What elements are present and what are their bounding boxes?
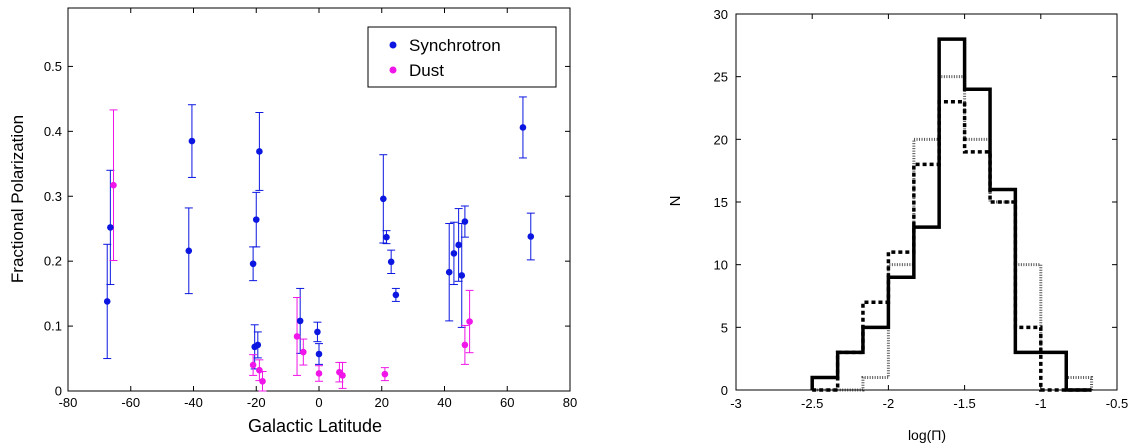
x-tick-label: -40: [184, 395, 203, 410]
synchrotron-point: [107, 224, 114, 231]
scatter-panel: -80 -60 -40 -20 0 20 40 60 80 0 0.1 0.2 0.3 0.4 0.5 Ga…: [8, 7, 577, 436]
x-tick-label: 40: [437, 395, 451, 410]
x-tick-label: -3: [730, 396, 742, 411]
synchrotron-point: [458, 272, 466, 279]
synchrotron-point: [383, 233, 390, 241]
dust-point: [381, 370, 389, 378]
synchrotron-point: [527, 233, 535, 240]
y-tick-label: 0.1: [44, 319, 62, 334]
y-tick-label: 5: [721, 320, 728, 335]
dust-point: [256, 366, 263, 374]
x-tick-label: -60: [121, 395, 140, 410]
synchrotron-point: [249, 260, 257, 268]
legend-label-dust: Dust: [409, 61, 444, 80]
x-tick-label: -1.5: [953, 396, 975, 411]
dust-point: [110, 181, 117, 189]
synchrotron-point: [185, 247, 193, 255]
legend-label-synchrotron: Synchrotron: [409, 36, 501, 55]
synchrotron-point: [296, 317, 304, 325]
synchrotron-point: [256, 148, 263, 155]
x-tick-label: -2: [883, 396, 895, 411]
histogram-dashed-line: [812, 99, 1092, 392]
scatter-x-axis-label: Galactic Latitude: [248, 416, 382, 436]
legend-box: [367, 26, 557, 88]
legend-marker-synchrotron: [389, 41, 397, 49]
histogram-dotted-line: [812, 75, 1094, 392]
histogram-panel: -3 -2.5 -2 -1.5 -1 -0.5 0 5 10 15 20 25 30 log(Π) N: [667, 7, 1128, 443]
y-tick-label: 0: [721, 383, 728, 398]
dust-point: [259, 377, 266, 385]
synchrotron-point: [461, 218, 469, 225]
synchrotron-point: [188, 137, 196, 145]
synchrotron-point: [254, 341, 262, 349]
y-tick-label: 25: [714, 70, 728, 85]
histogram-x-axis-label: log(Π): [908, 427, 946, 443]
dust-point: [461, 341, 469, 349]
y-tick-label: 20: [714, 132, 728, 147]
synchrotron-point: [315, 350, 323, 358]
x-tick-label: -1: [1035, 396, 1047, 411]
y-tick-label: 0.2: [44, 254, 62, 269]
y-tick-label: 0.3: [44, 189, 62, 204]
dust-point: [249, 361, 257, 369]
x-tick-label: -20: [247, 395, 266, 410]
y-tick-label: 0.5: [44, 59, 62, 74]
dust-point: [293, 333, 301, 340]
y-tick-label: 30: [714, 7, 728, 22]
x-tick-label: -0.5: [1106, 396, 1128, 411]
synchrotron-point: [455, 241, 462, 249]
x-tick-label: -80: [59, 395, 78, 410]
dust-point: [339, 372, 346, 379]
synchrotron-point: [380, 195, 387, 203]
scatter-y-axis-label: Fractional Polarization: [8, 115, 27, 283]
histogram-plot-frame: [735, 13, 1118, 391]
synchrotron-point: [252, 216, 260, 223]
y-tick-label: 15: [714, 195, 728, 210]
x-tick-label: 80: [563, 395, 577, 410]
histogram-solid-line: [810, 37, 1092, 392]
synchrotron-point: [450, 250, 458, 257]
synchrotron-point: [445, 268, 453, 276]
legend-marker-dust: [389, 66, 397, 74]
dust-point: [466, 318, 473, 325]
synchrotron-point: [103, 298, 111, 305]
x-tick-label: -2.5: [801, 396, 823, 411]
scatter-legend: Synchrotron Dust: [367, 26, 557, 88]
x-tick-label: 20: [375, 395, 389, 410]
dust-point: [315, 370, 323, 377]
synchrotron-point: [519, 124, 527, 131]
x-tick-label: 60: [500, 395, 514, 410]
histogram-y-axis-label: N: [667, 196, 684, 207]
x-tick-label: 0: [315, 395, 322, 410]
y-tick-label: 0: [55, 384, 62, 399]
y-tick-label: 10: [714, 258, 728, 273]
synchrotron-point: [392, 291, 400, 299]
y-tick-label: 0.4: [44, 124, 62, 139]
synchrotron-point: [314, 328, 321, 336]
synchrotron-point: [387, 258, 395, 266]
dust-point: [300, 348, 307, 356]
